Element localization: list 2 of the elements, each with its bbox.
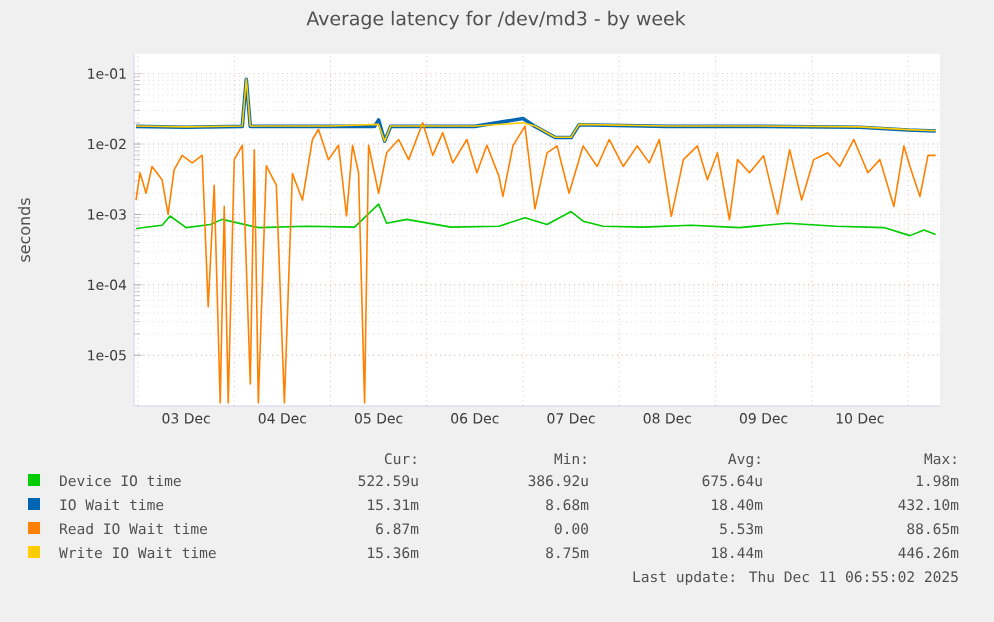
line-series [135,203,937,237]
chart-title: Average latency for /dev/md3 - by week [306,10,686,30]
